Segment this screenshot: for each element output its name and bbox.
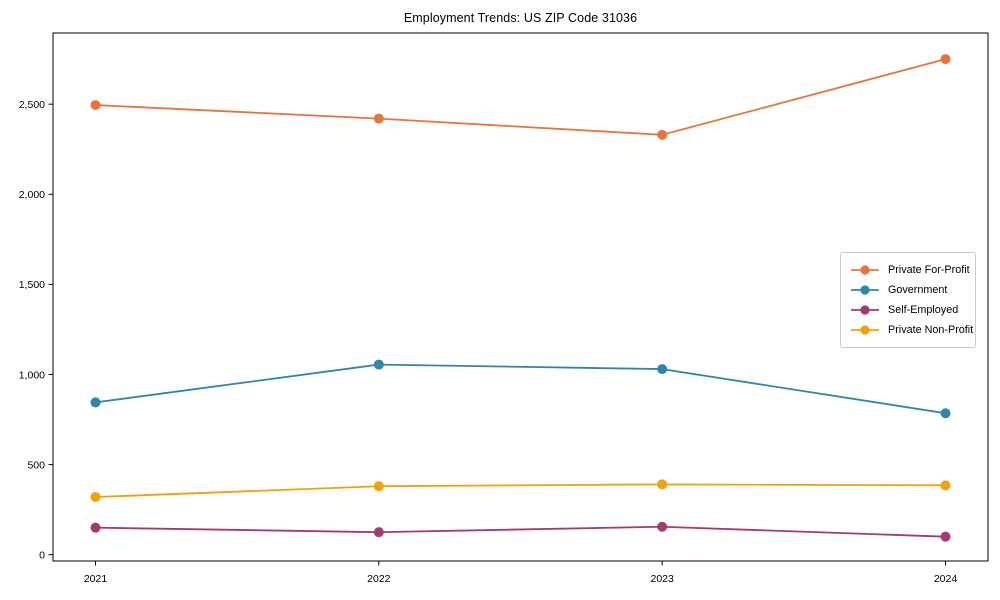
- data-point-self-employed-2024: [940, 531, 951, 542]
- data-point-private-non-profit-2021: [90, 492, 101, 503]
- series-line-government: [95, 363, 946, 415]
- chart-legend: Private For-Profit Government Self-Emplo…: [840, 252, 976, 348]
- data-point-private-non-profit-2022: [373, 481, 384, 492]
- legend-label: Self-Employed: [888, 304, 959, 316]
- y-tick-label: 2,500: [19, 99, 45, 111]
- y-tick-label: 1,500: [19, 279, 45, 291]
- x-tick-label: 2024: [934, 573, 958, 585]
- y-tick-label: 2,000: [19, 189, 45, 201]
- legend-label: Private For-Profit: [888, 264, 970, 276]
- y-tick-label: 0: [39, 549, 45, 561]
- data-point-government-2021: [90, 397, 101, 408]
- data-point-private-for-profit-2024: [940, 54, 951, 65]
- data-point-self-employed-2023: [657, 521, 668, 532]
- legend-line-marker-icon: [851, 265, 879, 275]
- legend-label: Government: [888, 284, 948, 296]
- data-point-private-for-profit-2022: [373, 113, 384, 124]
- legend-line-marker-icon: [851, 305, 879, 315]
- series-line-private-non-profit: [95, 483, 946, 498]
- data-point-private-non-profit-2023: [657, 479, 668, 490]
- data-point-private-for-profit-2023: [657, 129, 668, 140]
- x-tick-label: 2022: [367, 573, 391, 585]
- data-point-private-non-profit-2024: [940, 480, 951, 491]
- data-point-self-employed-2022: [373, 527, 384, 538]
- data-point-government-2024: [940, 408, 951, 419]
- y-tick-label: 1,000: [19, 369, 45, 381]
- series-line-private-for-profit: [95, 58, 946, 136]
- legend-item-private-non-profit: Private Non-Profit: [850, 320, 973, 340]
- legend-item-self-employed: Self-Employed: [850, 300, 967, 320]
- data-point-government-2023: [657, 364, 668, 375]
- chart-title: Employment Trends: US ZIP Code 31036: [403, 11, 638, 25]
- legend-item-government: Government: [850, 280, 967, 300]
- plot-frame: [52, 32, 989, 562]
- data-point-government-2022: [373, 359, 384, 370]
- x-tick-label: 2021: [84, 573, 108, 585]
- data-point-private-for-profit-2021: [90, 100, 101, 111]
- data-point-self-employed-2021: [90, 522, 101, 533]
- legend-label: Private Non-Profit: [888, 324, 974, 336]
- y-tick-label: 500: [27, 459, 45, 471]
- legend-line-marker-icon: [851, 325, 879, 335]
- legend-line-marker-icon: [851, 285, 879, 295]
- series-line-self-employed: [95, 525, 946, 538]
- x-tick-label: 2023: [650, 573, 674, 585]
- legend-item-private-for-profit: Private For-Profit: [850, 260, 970, 280]
